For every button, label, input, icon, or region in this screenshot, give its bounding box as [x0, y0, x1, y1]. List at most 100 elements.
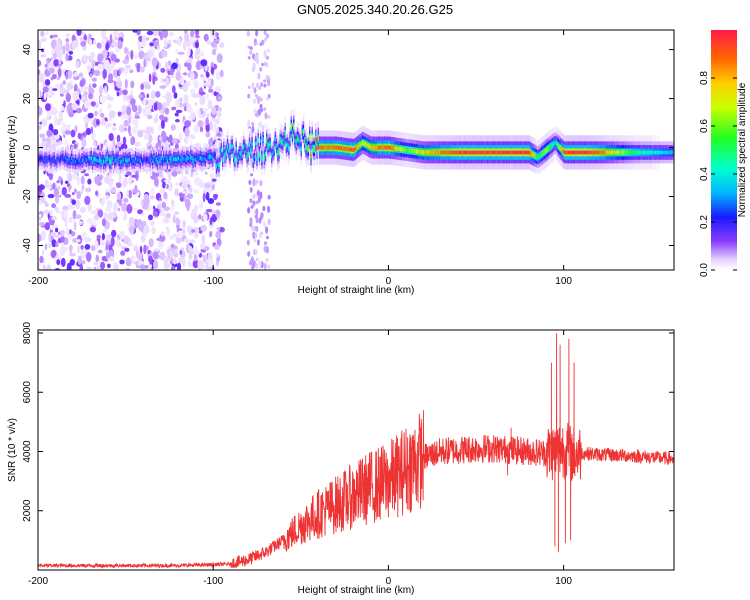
ridge-mark [592, 150, 594, 155]
noise-speckle [261, 125, 265, 129]
noise-speckle [143, 244, 147, 255]
noise-speckle [213, 120, 217, 131]
noise-speckle [79, 79, 85, 88]
ridge-mark [480, 150, 483, 155]
noise-speckle [187, 62, 192, 72]
ridge-mark [212, 157, 214, 162]
ridge-mark [340, 146, 343, 151]
ridge-mark [71, 156, 73, 160]
noise-speckle [69, 258, 76, 266]
noise-speckle [152, 205, 156, 210]
noise-speckle [67, 102, 74, 113]
noise-speckle [132, 118, 138, 125]
ridge-mark [538, 154, 540, 159]
noise-speckle [152, 75, 156, 85]
noise-speckle [80, 188, 84, 195]
ridge-mark [597, 150, 599, 155]
noise-speckle [41, 138, 49, 142]
spectrogram-frame [37, 29, 675, 271]
noise-speckle [128, 189, 133, 199]
colorbar-label: Normalized spectral amplitude [737, 82, 748, 217]
ridge-mark [545, 148, 548, 153]
ridge-mark [402, 147, 404, 152]
noise-speckle [263, 262, 267, 270]
noise-speckle [171, 265, 176, 270]
noise-speckle [162, 181, 166, 189]
noise-speckle [141, 35, 146, 43]
noise-speckle [218, 226, 225, 233]
ridge-mark [274, 137, 277, 141]
ridge-mark [199, 155, 202, 160]
ridge-mark [639, 150, 641, 155]
noise-speckle [204, 171, 208, 175]
ridge-mark [524, 150, 527, 155]
noise-speckle [84, 244, 91, 250]
noise-speckle [43, 209, 50, 215]
ridge-mark [645, 150, 647, 155]
noise-speckle [197, 259, 203, 270]
noise-speckle [202, 108, 209, 112]
noise-speckle [126, 106, 132, 116]
noise-speckle [116, 192, 122, 200]
noise-speckle [249, 46, 253, 50]
ridge-mark [176, 157, 178, 162]
noise-speckle [76, 107, 82, 114]
noise-speckle [65, 33, 70, 38]
noise-speckle [205, 191, 210, 201]
ridge-mark [506, 150, 508, 155]
noise-speckle [250, 173, 254, 177]
ridge-mark [144, 158, 147, 163]
noise-speckle [50, 56, 54, 61]
noise-speckle [138, 35, 144, 42]
noise-speckle [255, 179, 259, 184]
noise-speckle [128, 124, 131, 135]
noise-speckle [157, 239, 164, 250]
noise-speckle [87, 203, 92, 212]
noise-speckle [110, 53, 117, 62]
noise-speckle [255, 257, 259, 262]
ridge-mark [258, 152, 261, 157]
ridge-mark [255, 141, 257, 146]
ridge-mark [470, 150, 473, 155]
noise-speckle [51, 239, 57, 248]
ridge-mark [138, 158, 140, 163]
ridge-mark [110, 160, 112, 164]
x-tick-label: -100 [203, 276, 223, 287]
noise-speckle [65, 38, 70, 43]
ridge-mark [473, 150, 475, 155]
noise-speckle [267, 264, 271, 269]
noise-speckle [192, 92, 197, 99]
ridge-mark [325, 145, 327, 150]
noise-speckle [189, 173, 193, 178]
ridge-mark [39, 156, 41, 161]
ridge-mark [648, 150, 651, 155]
spectrogram-xlabel: Height of straight line (km) [298, 285, 415, 296]
ridge-mark [528, 150, 530, 155]
ridge-mark [488, 150, 490, 155]
ridge-mark [522, 150, 524, 155]
noise-speckle [39, 133, 46, 139]
ridge-mark [414, 149, 416, 154]
noise-speckle [203, 33, 209, 42]
noise-speckle [146, 93, 150, 99]
ridge-mark [565, 150, 567, 155]
noise-speckle [192, 112, 196, 121]
noise-speckle [181, 190, 189, 195]
ridge-mark [569, 150, 571, 155]
noise-speckle [94, 175, 101, 185]
noise-speckle [175, 71, 182, 81]
noise-speckle [259, 97, 263, 102]
noise-speckle [251, 121, 255, 127]
noise-speckle [182, 257, 186, 268]
ridge-mark [446, 150, 448, 155]
noise-speckle [153, 102, 158, 111]
noise-speckle [202, 192, 206, 203]
noise-speckle [182, 72, 188, 76]
noise-speckle [118, 32, 123, 38]
noise-speckle [76, 30, 82, 36]
ridge-mark [264, 152, 267, 157]
snr-ylabel: SNR (10 * v/v) [7, 418, 18, 482]
noise-speckle [170, 141, 174, 146]
noise-speckle [49, 34, 54, 39]
ridge-mark [85, 157, 88, 162]
